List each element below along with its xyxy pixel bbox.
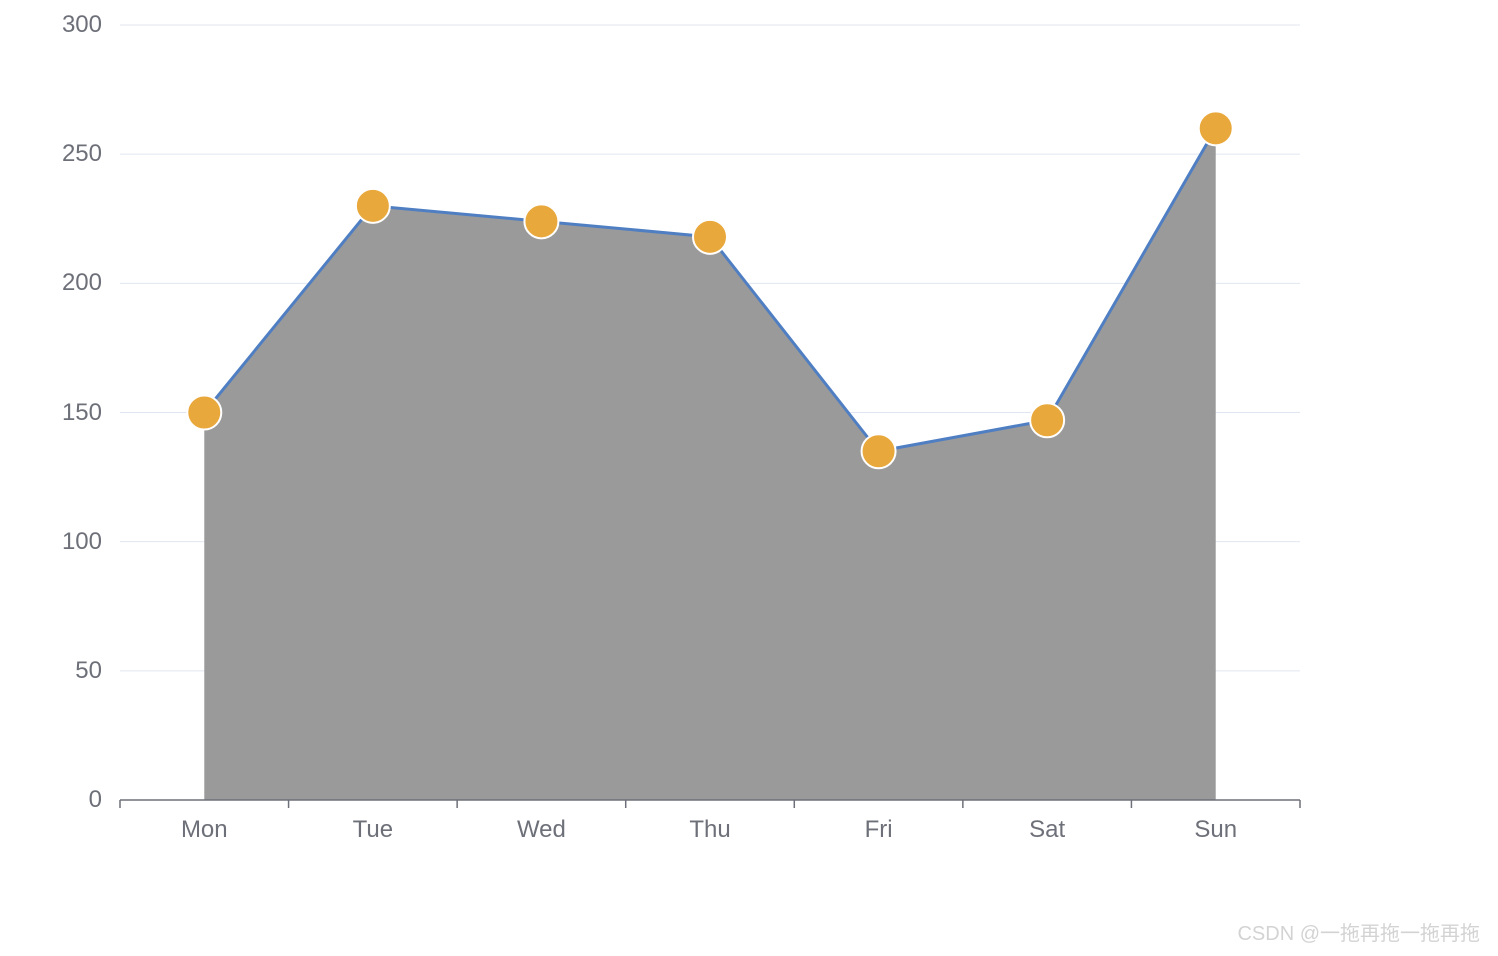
- x-axis-label: Thu: [689, 818, 730, 842]
- x-axis-label: Wed: [517, 818, 566, 842]
- area-chart: 050100150200250300MonTueWedThuFriSatSun …: [0, 0, 1498, 956]
- data-point-marker[interactable]: [862, 434, 896, 468]
- y-axis-label: 0: [89, 788, 102, 812]
- chart-svg: [0, 0, 1498, 956]
- x-axis-label: Sun: [1194, 818, 1237, 842]
- data-point-marker[interactable]: [356, 189, 390, 223]
- x-axis-label: Mon: [181, 818, 228, 842]
- x-axis-label: Fri: [865, 818, 893, 842]
- y-axis-label: 50: [75, 659, 102, 683]
- x-axis-label: Sat: [1029, 818, 1065, 842]
- data-point-marker[interactable]: [1030, 403, 1064, 437]
- y-axis-label: 300: [62, 13, 102, 37]
- x-axis-label: Tue: [353, 818, 393, 842]
- data-point-marker[interactable]: [187, 396, 221, 430]
- watermark-text: CSDN @一拖再拖一拖再拖: [1237, 917, 1480, 946]
- y-axis-label: 200: [62, 271, 102, 295]
- y-axis-label: 250: [62, 142, 102, 166]
- data-point-marker[interactable]: [524, 204, 558, 238]
- data-point-marker[interactable]: [693, 220, 727, 254]
- y-axis-label: 100: [62, 530, 102, 554]
- y-axis-label: 150: [62, 401, 102, 425]
- data-point-marker[interactable]: [1199, 111, 1233, 145]
